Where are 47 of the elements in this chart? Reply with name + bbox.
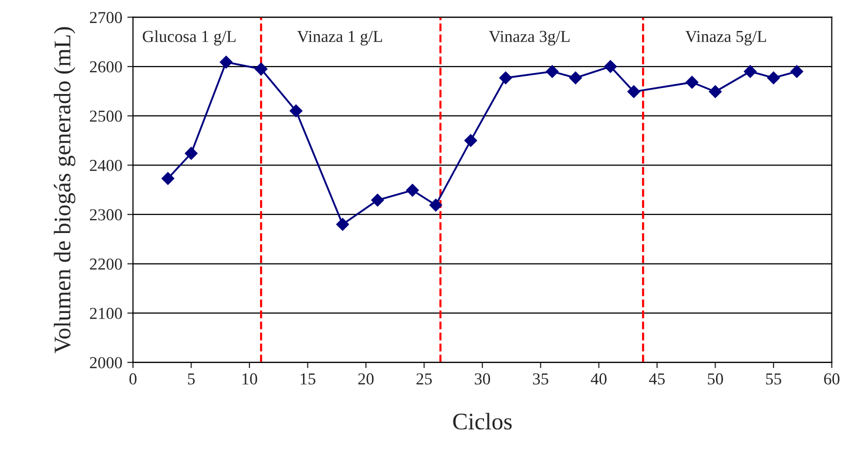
y-tick-label: 2100 xyxy=(90,308,122,320)
point xyxy=(604,60,617,73)
point xyxy=(406,184,419,197)
point xyxy=(569,71,582,84)
y-tick-label: 2600 xyxy=(90,61,122,72)
point xyxy=(220,56,233,68)
x-tick-label: 35 xyxy=(533,373,548,385)
point xyxy=(790,65,804,78)
point xyxy=(184,146,198,160)
x-tick-label: 40 xyxy=(590,373,607,385)
y-tick-label: 2700 xyxy=(90,12,122,24)
point xyxy=(744,65,757,78)
point xyxy=(627,85,640,98)
x-tick-label: 45 xyxy=(649,373,665,385)
x-tick-label: 30 xyxy=(474,373,490,385)
y-tick-label: 2200 xyxy=(90,258,122,270)
point xyxy=(767,71,780,84)
x-tick-label: 55 xyxy=(766,373,782,385)
x-tick-label: 25 xyxy=(416,373,432,385)
point xyxy=(499,71,512,84)
point xyxy=(429,198,442,212)
point xyxy=(464,134,478,147)
y-axis-title: Volumen de biogás generado (mL) xyxy=(54,27,76,354)
point xyxy=(708,85,722,98)
point xyxy=(290,104,302,118)
annotation: Vinaza 1 g/L xyxy=(297,30,382,46)
y-tick-label: 2000 xyxy=(90,357,122,368)
point xyxy=(254,62,268,76)
x-tick-label: 20 xyxy=(358,373,374,385)
x-tick-label: 60 xyxy=(824,373,840,385)
point xyxy=(371,194,384,207)
x-tick-label: 10 xyxy=(242,373,258,385)
annotation: Vinaza 5g/L xyxy=(685,30,766,46)
x-axis-title: Ciclos xyxy=(453,412,512,430)
x-tick-label: 15 xyxy=(300,373,316,385)
point xyxy=(336,218,350,231)
x-tick-label: 5 xyxy=(188,373,195,385)
annotation: Vinaza 3g/L xyxy=(488,30,570,46)
y-tick-label: 2300 xyxy=(90,209,122,220)
y-tick-label: 2500 xyxy=(90,110,122,122)
x-tick-label: 50 xyxy=(708,373,723,385)
point xyxy=(686,76,698,89)
point xyxy=(546,65,559,78)
annotation: Glucosa 1 g/L xyxy=(142,30,236,46)
y-tick-label: 2400 xyxy=(90,160,122,172)
point xyxy=(162,172,174,185)
x-tick-label: 0 xyxy=(129,373,137,385)
